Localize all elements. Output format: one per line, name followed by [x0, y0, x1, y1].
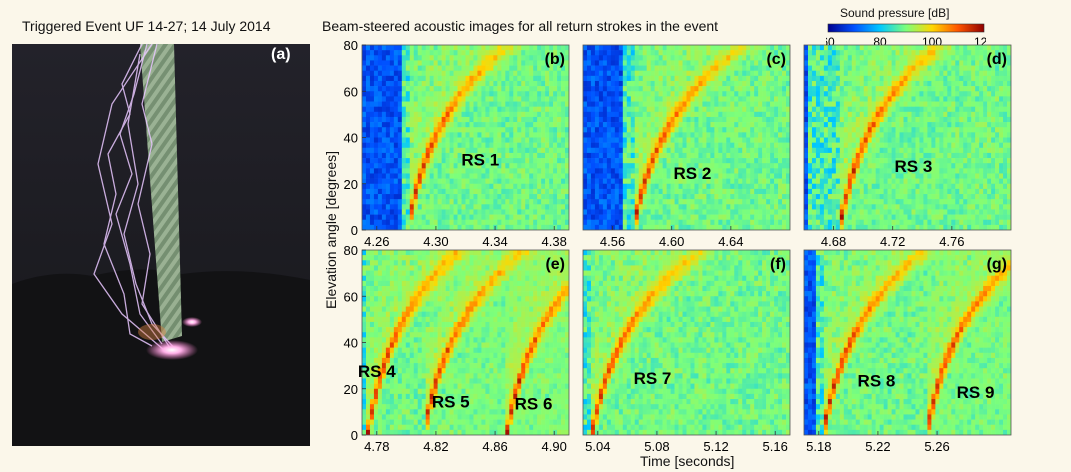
- x-tick-label: 4.30: [423, 234, 448, 249]
- panel-frame: [582, 249, 791, 436]
- panel-label: (b): [545, 51, 565, 68]
- y-tick-label: 20: [344, 177, 358, 192]
- heatmap-panel-b: (b) 4.26 4.30 4.34 4.38 0 20 40 60 80 RS 1: [344, 38, 570, 249]
- photo-panel-label: (a): [271, 46, 291, 63]
- heatmap-panel-g: (g) 5.18 5.22 5.26 RS 8 RS 9: [803, 249, 1012, 454]
- stroke-annotation: RS 1: [461, 150, 499, 169]
- panel-label: (d): [987, 51, 1007, 68]
- y-tick-label: 80: [344, 243, 358, 258]
- y-tick-label: 60: [344, 84, 358, 99]
- x-tick-label: 4.90: [542, 439, 567, 454]
- lightning-photo: [12, 44, 310, 446]
- heatmap-cells: [362, 250, 569, 435]
- x-tick-label: 4.82: [423, 439, 448, 454]
- stroke-annotation: RS 4: [358, 362, 396, 381]
- panel-label: (g): [987, 256, 1007, 273]
- x-tick-label: 5.08: [644, 439, 669, 454]
- colorbar-tick: 60: [826, 35, 835, 49]
- x-tick-label: 4.34: [482, 234, 507, 249]
- colorbar-title: Sound pressure [dB]: [840, 6, 950, 20]
- panel-frame: [582, 44, 791, 231]
- panel-label: (f): [770, 256, 786, 273]
- x-tick-label: 5.22: [865, 439, 890, 454]
- y-tick-label: 40: [344, 131, 358, 146]
- panel-frame: [803, 249, 1012, 436]
- x-tick-label: 4.68: [821, 234, 846, 249]
- stroke-annotation: RS 9: [957, 383, 995, 402]
- x-tick-label: 5.16: [763, 439, 788, 454]
- x-tick-label: 4.26: [364, 234, 389, 249]
- y-tick-label: 0: [351, 223, 358, 238]
- panel-frame: [803, 44, 1012, 231]
- y-tick-label: 40: [344, 336, 358, 351]
- y-tick-label: 60: [344, 289, 358, 304]
- x-tick-label: 5.18: [806, 439, 831, 454]
- x-tick-label: 4.60: [659, 234, 684, 249]
- heatmap-cells: [362, 45, 569, 230]
- colorbar-gradient: [827, 23, 985, 33]
- panel-label: (c): [766, 51, 786, 68]
- x-axis-title: Time [seconds]: [640, 453, 735, 469]
- x-tick-label: 4.76: [939, 234, 964, 249]
- x-tick-label: 4.86: [482, 439, 507, 454]
- x-tick-label: 4.78: [364, 439, 389, 454]
- stroke-annotation: RS 2: [674, 164, 712, 183]
- heatmap-panel-c: (c) 4.56 4.60 4.64 RS 2: [582, 44, 791, 249]
- y-tick-label: 0: [351, 428, 358, 443]
- stroke-annotation: RS 5: [432, 392, 470, 411]
- x-tick-label: 4.38: [542, 234, 567, 249]
- x-tick-label: 4.72: [880, 234, 905, 249]
- heatmap-cells: [583, 250, 790, 435]
- stroke-annotation: RS 3: [895, 157, 933, 176]
- heatmap-panel-e: (e) 4.78 4.82 4.86 4.90 0 20 40 60 80 RS 4 RS 5 RS 6: [344, 243, 570, 454]
- stroke-annotation: RS 6: [515, 395, 553, 414]
- stroke-annotation: RS 7: [634, 369, 672, 388]
- heatmap-panel-d: (d) 4.68 4.72 4.76 RS 3: [803, 44, 1012, 249]
- panels-title: Beam-steered acoustic images for all ret…: [322, 18, 719, 34]
- stroke-annotation: RS 8: [858, 371, 896, 390]
- y-tick-label: 20: [344, 382, 358, 397]
- y-tick-label: 80: [344, 38, 358, 53]
- x-tick-label: 4.64: [718, 234, 743, 249]
- heatmap-cells: [804, 250, 1011, 435]
- x-tick-label: 5.12: [703, 439, 728, 454]
- panel-label: (e): [545, 256, 565, 273]
- heatmap-panel-f: (f) 5.04 5.08 5.12 5.16 RS 7: [582, 249, 791, 454]
- x-tick-label: 4.56: [600, 234, 625, 249]
- heatmap-cells: [583, 45, 790, 230]
- x-tick-label: 5.04: [585, 439, 610, 454]
- photo-title: Triggered Event UF 14-27; 14 July 2014: [22, 18, 271, 34]
- x-tick-label: 5.26: [924, 439, 949, 454]
- heatmap-cells: [804, 45, 1011, 230]
